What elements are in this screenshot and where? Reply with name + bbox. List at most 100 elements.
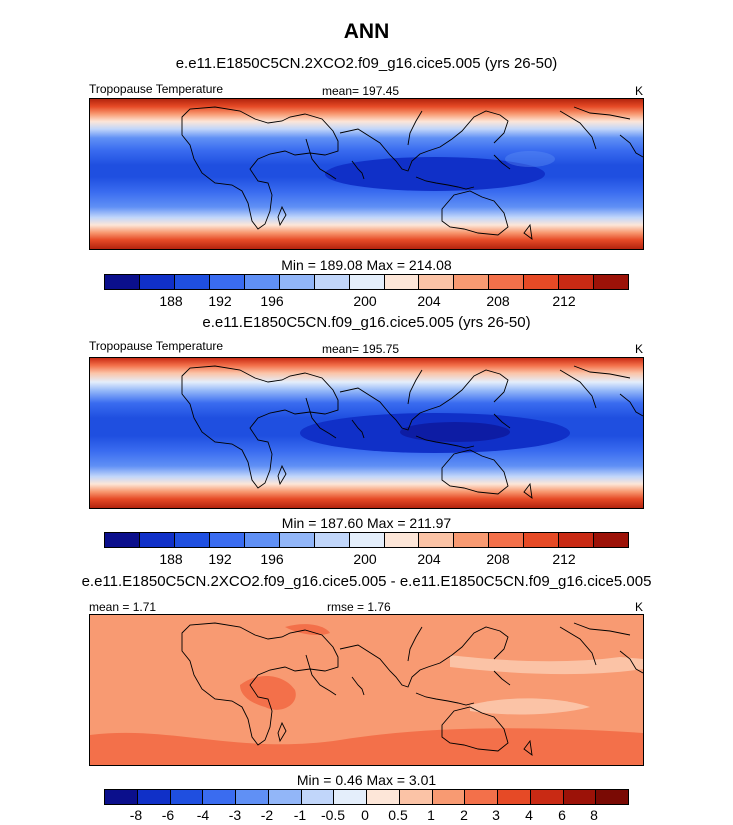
panel-2-variable-label: Tropopause Temperature	[89, 339, 224, 353]
panel-2-swatch	[559, 533, 595, 547]
panel-3-coastlines	[181, 622, 643, 757]
panel-1-swatch	[454, 275, 490, 289]
panel-2-coldest-core	[400, 422, 510, 442]
panel-1-cold-core	[325, 157, 545, 191]
figure-title: ANN	[343, 20, 390, 43]
panel-3-swatch	[465, 790, 498, 804]
panel-1-map	[89, 98, 644, 250]
panel-3-swatch	[203, 790, 236, 804]
panel-3-tick-label: 4	[525, 807, 533, 823]
panel-2-swatch	[244, 533, 280, 547]
panel-1-minmax: Min = 189.08 Max = 214.08	[281, 257, 452, 273]
panel-3-tick-label: -2	[260, 807, 274, 823]
panel-3-swatch	[596, 790, 628, 804]
panel-3-minmax: Min = 0.46 Max = 3.01	[296, 772, 437, 788]
panel-2-colorbar	[104, 532, 629, 548]
panel-1-variable-label: Tropopause Temperature	[89, 82, 224, 96]
panel-3-tick-label: 0.5	[388, 807, 408, 823]
panel-3-tick-label: 8	[590, 807, 598, 823]
panel-2-minmax: Min = 187.60 Max = 211.97	[281, 515, 452, 531]
panel-1-swatch	[559, 275, 595, 289]
panel-2-swatch	[489, 533, 525, 547]
panel-1-tick-label: 204	[417, 293, 441, 309]
panel-3-swatch	[105, 790, 138, 804]
panel-1-tick-label: 192	[208, 293, 232, 309]
panel-3-rmse-label: rmse = 1.76	[327, 600, 391, 614]
panel-2-swatch	[384, 533, 420, 547]
panel-1-swatch	[209, 275, 245, 289]
panel-1-coastlines	[181, 106, 643, 241]
panel-3-tick-label: -8	[129, 807, 143, 823]
panel-2-swatch	[524, 533, 560, 547]
panel-3-tick-label: 0	[361, 807, 369, 823]
panel-3-band-africa	[240, 675, 296, 710]
panel-2-coastlines	[181, 365, 643, 500]
panel-3-tick-label: 2	[460, 807, 468, 823]
panel-2-swatch	[209, 533, 245, 547]
panel-2-swatch	[174, 533, 210, 547]
panel-2-swatch	[349, 533, 385, 547]
panel-3-tick-label: -3	[228, 807, 242, 823]
panel-3-swatch	[399, 790, 433, 804]
panel-2-swatch	[105, 533, 140, 547]
panel-2-tick-label: 196	[260, 551, 284, 567]
panel-2-case-title: e.e11.E1850C5CN.f09_g16.cice5.005 (yrs 2…	[202, 314, 531, 331]
panel-3-tick-label: 6	[558, 807, 566, 823]
panel-3-band-south	[90, 728, 643, 765]
panel-3-tick-label: -1	[293, 807, 307, 823]
panel-3-swatch	[301, 790, 335, 804]
panel-3-band-pacific-north	[450, 655, 643, 675]
panel-3-band-north	[285, 624, 330, 635]
panel-1-anomaly	[505, 151, 555, 167]
panel-1-swatch	[105, 275, 140, 289]
panel-3-swatch	[432, 790, 466, 804]
panel-3-swatch	[236, 790, 269, 804]
panel-3-case-title: e.e11.E1850C5CN.2XCO2.f09_g16.cice5.005 …	[81, 573, 652, 590]
panel-3-swatch	[530, 790, 564, 804]
panel-2-tick-label: 188	[159, 551, 183, 567]
panel-3-tick-label: 3	[492, 807, 500, 823]
panel-3-map	[89, 614, 644, 766]
panel-3-swatch	[367, 790, 400, 804]
panel-2-mean-label: mean= 195.75	[322, 342, 400, 356]
panel-3-swatch	[170, 790, 204, 804]
panel-1-swatch	[174, 275, 210, 289]
panel-1-tick-label: 188	[159, 293, 183, 309]
panel-1-case-title: e.e11.E1850C5CN.2XCO2.f09_g16.cice5.005 …	[175, 55, 558, 72]
panel-1-swatch	[314, 275, 350, 289]
panel-3-tick-label: -6	[161, 807, 175, 823]
panel-2-tick-label: 192	[208, 551, 232, 567]
panel-2-tick-label: 204	[417, 551, 441, 567]
panel-2-map	[89, 357, 644, 509]
panel-3-colorbar	[104, 789, 629, 805]
panel-2-tick-label: 212	[552, 551, 576, 567]
panel-1-tick-label: 208	[486, 293, 510, 309]
panel-1-swatch	[489, 275, 525, 289]
panel-1-swatch	[279, 275, 315, 289]
panel-1-tick-label: 200	[353, 293, 377, 309]
panel-2-swatch	[419, 533, 455, 547]
panel-1-mean-label: mean= 197.45	[322, 84, 400, 98]
panel-1-colorbar	[104, 274, 629, 290]
panel-1-units-label: K	[635, 84, 644, 98]
panel-3-swatch	[563, 790, 597, 804]
panel-3-tick-label: -4	[196, 807, 210, 823]
panel-2-units-label: K	[635, 342, 644, 356]
panel-3-swatch	[137, 790, 171, 804]
panel-3-units-label: K	[635, 600, 644, 614]
panel-3-band-pacific-south	[470, 698, 590, 715]
panel-1-swatch	[524, 275, 560, 289]
panel-2-tick-label: 208	[486, 551, 510, 567]
panel-2-swatch	[594, 533, 629, 547]
panel-2-swatch	[454, 533, 490, 547]
panel-1-tick-label: 212	[552, 293, 576, 309]
panel-3-tick-label: 1	[427, 807, 435, 823]
panel-2-swatch	[279, 533, 315, 547]
panel-1-tick-label: 196	[260, 293, 284, 309]
panel-2-swatch	[314, 533, 350, 547]
panel-3-swatch	[268, 790, 302, 804]
panel-3-mean-label: mean = 1.71	[89, 600, 157, 614]
panel-1-swatch	[419, 275, 455, 289]
panel-1-swatch	[244, 275, 280, 289]
panel-1-swatch	[594, 275, 629, 289]
